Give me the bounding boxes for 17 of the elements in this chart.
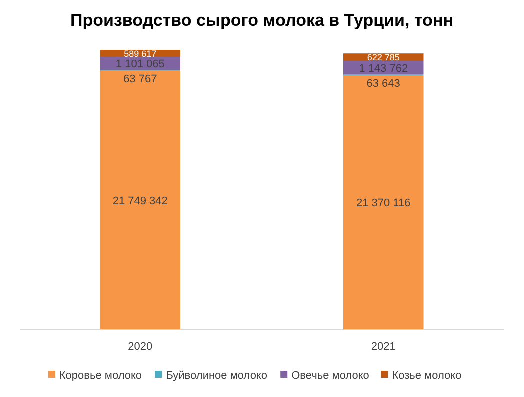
- data-label: 1 101 065: [116, 58, 165, 71]
- legend-label: Буйволиное молоко: [166, 370, 268, 382]
- chart-title: Производство сырого молока в Турции, тонн: [70, 11, 454, 30]
- legend-label: Овечье молоко: [292, 370, 370, 382]
- legend-label: Коровье молоко: [59, 370, 142, 382]
- bar: [343, 75, 424, 330]
- data-label: 622 785: [367, 52, 400, 63]
- data-label: 21 749 342: [112, 195, 168, 208]
- data-label: 1 143 762: [359, 62, 408, 75]
- data-label: 21 370 116: [356, 198, 411, 210]
- legend-label: Козье молоко: [392, 370, 462, 382]
- x-tick-label: 2020: [128, 341, 153, 353]
- bar: [100, 70, 181, 330]
- x-tick-label: 2021: [371, 341, 396, 353]
- data-label: 63 767: [124, 74, 158, 86]
- data-label: 589 617: [124, 48, 157, 59]
- data-label: 63 643: [366, 78, 400, 90]
